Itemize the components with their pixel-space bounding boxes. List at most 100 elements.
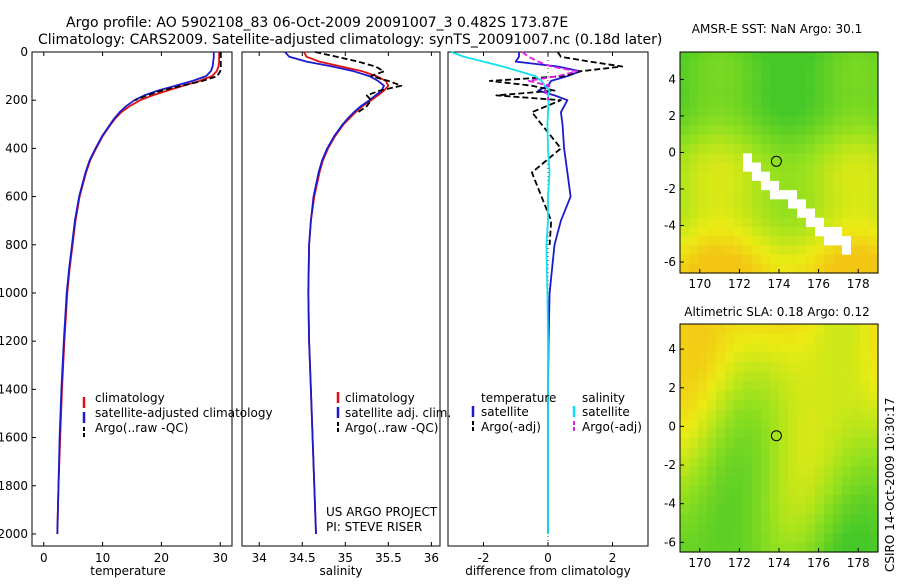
heatmap-cell (743, 217, 753, 228)
heatmap-cell (734, 208, 744, 219)
heatmap-cell (779, 343, 789, 354)
heatmap-cell (779, 208, 789, 219)
heatmap-cell (680, 52, 690, 62)
heatmap-cell (743, 162, 753, 173)
heatmap-cell (680, 381, 690, 392)
heatmap-cell (689, 98, 699, 108)
heatmap-cell (725, 523, 735, 534)
heatmap-cell (860, 134, 870, 145)
heatmap-cell (797, 533, 807, 544)
heatmap-cell (779, 98, 789, 108)
x-tick-label: -2 (477, 551, 489, 565)
heatmap-cell (806, 245, 816, 256)
heatmap-cell (743, 466, 753, 477)
heatmap-cell (797, 236, 807, 246)
heatmap-cell (860, 352, 870, 363)
heatmap-cell (788, 162, 798, 173)
heatmap-cell (716, 533, 726, 544)
heatmap-cell (698, 254, 708, 265)
heatmap-cell (860, 162, 870, 173)
heatmap-cell (815, 254, 825, 265)
heatmap-cell (779, 190, 789, 200)
heatmap-cell (806, 476, 816, 487)
heatmap-cell (806, 171, 816, 182)
heatmap-cell (752, 171, 762, 182)
heatmap-cell (851, 226, 861, 237)
heatmap-cell (842, 419, 852, 430)
heatmap-cell (752, 245, 762, 256)
heatmap-cell (833, 419, 843, 430)
salinity-axes-box (241, 51, 441, 547)
heatmap-cell (743, 226, 753, 237)
heatmap-cell (824, 144, 834, 154)
heatmap-cell (851, 419, 861, 430)
heatmap-cell (707, 171, 717, 182)
heatmap-cell (680, 171, 690, 182)
heatmap-cell (842, 226, 852, 237)
heatmap-cell (734, 362, 744, 373)
heatmap-cell (725, 236, 735, 246)
heatmap-cell (860, 61, 870, 72)
sla-argo-position-marker (770, 430, 782, 442)
heatmap-cell (797, 199, 807, 210)
heatmap-cell (698, 70, 708, 81)
heatmap-cell (734, 504, 744, 515)
heatmap-cell (743, 447, 753, 458)
heatmap-cell (689, 52, 699, 62)
heatmap-cell (680, 542, 690, 553)
heatmap-cell (815, 504, 825, 515)
heatmap-cell (824, 226, 834, 237)
heatmap-cell (725, 226, 735, 237)
heatmap-cell (752, 199, 762, 210)
heatmap-cell (707, 495, 717, 506)
heatmap-cell (833, 162, 843, 173)
heatmap-cell (788, 381, 798, 392)
heatmap-cell (833, 199, 843, 210)
heatmap-cell (869, 514, 879, 525)
temperature-legend: climatology satellite-adjusted climatolo… (82, 391, 273, 438)
heatmap-cell (743, 254, 753, 265)
heatmap-cell (797, 457, 807, 468)
heatmap-cell (833, 533, 843, 544)
heatmap-cell (752, 542, 762, 553)
heatmap-cell (779, 476, 789, 487)
heatmap-cell (833, 457, 843, 468)
heatmap-cell (707, 428, 717, 439)
heatmap-cell (743, 362, 753, 373)
heatmap-cell (824, 254, 834, 265)
y-tick-label: 4 (668, 72, 676, 86)
heatmap-cell (824, 381, 834, 392)
heatmap-cell (806, 523, 816, 534)
heatmap-cell (779, 504, 789, 515)
heatmap-cell (707, 514, 717, 525)
heatmap-cell (869, 153, 879, 164)
heatmap-cell (716, 333, 726, 344)
heatmap-cell (788, 362, 798, 373)
heatmap-cell (743, 495, 753, 506)
heatmap-cell (770, 533, 780, 544)
heatmap-cell (734, 190, 744, 200)
heatmap-cell (761, 217, 771, 228)
heatmap-cell (788, 144, 798, 154)
heatmap-cell (869, 79, 879, 90)
temperature-lines (56, 52, 222, 535)
heatmap-cell (842, 504, 852, 515)
heatmap-cell (815, 153, 825, 164)
heatmap-cell (842, 352, 852, 363)
heatmap-cell (680, 61, 690, 72)
heatmap-cell (689, 254, 699, 265)
heatmap-cell (680, 88, 690, 99)
y-tick-label: 0 (20, 45, 28, 59)
heatmap-cell (815, 208, 825, 219)
heatmap-cell (779, 466, 789, 477)
x-tick-label: 35.5 (375, 551, 402, 565)
heatmap-cell (734, 88, 744, 99)
heatmap-cell (806, 371, 816, 382)
heatmap-cell (698, 190, 708, 200)
heatmap-cell (869, 504, 879, 515)
heatmap-cell (689, 107, 699, 118)
heatmap-cell (824, 476, 834, 487)
heatmap-cell (860, 88, 870, 99)
heatmap-cell (779, 134, 789, 145)
heatmap-cell (698, 495, 708, 506)
